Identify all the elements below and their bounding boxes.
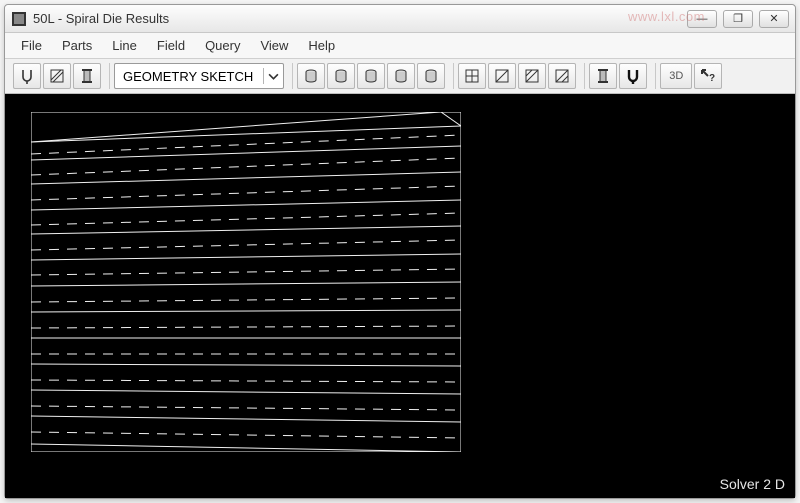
context-help-icon[interactable]: ?	[694, 63, 722, 89]
menu-bar: File Parts Line Field Query View Help	[5, 33, 795, 59]
menu-parts[interactable]: Parts	[54, 36, 100, 55]
three-d-button[interactable]: 3D	[660, 63, 692, 89]
tool-hatch-box-icon[interactable]	[43, 63, 71, 89]
cylinder-3-icon[interactable]	[357, 63, 385, 89]
svg-text:?: ?	[709, 73, 715, 84]
restore-button[interactable]: ❐	[723, 10, 753, 28]
close-button[interactable]: ✕	[759, 10, 789, 28]
window-title: 50L - Spiral Die Results	[33, 11, 687, 26]
grid-slash-2-icon[interactable]	[518, 63, 546, 89]
chevron-down-icon	[263, 68, 279, 84]
watermark-text: www.lxl.com	[628, 9, 705, 24]
view-mode-combo-label: GEOMETRY SKETCH	[123, 69, 253, 84]
tool-group-grid	[453, 63, 580, 89]
grid-slash-1-icon[interactable]	[488, 63, 516, 89]
app-icon	[11, 11, 27, 27]
tuning-fork-bold-icon[interactable]	[619, 63, 647, 89]
menu-line[interactable]: Line	[104, 36, 145, 55]
toolbar: GEOMETRY SKETCH 3D ?	[5, 59, 795, 94]
app-window: www.lxl.com 50L - Spiral Die Results — ❐…	[4, 4, 796, 499]
menu-query[interactable]: Query	[197, 36, 248, 55]
tool-column-icon[interactable]	[73, 63, 101, 89]
menu-view[interactable]: View	[252, 36, 296, 55]
tool-tuning-fork-icon[interactable]	[13, 63, 41, 89]
tool-group-combo: GEOMETRY SKETCH	[109, 63, 288, 89]
menu-help[interactable]: Help	[300, 36, 343, 55]
viewport-canvas[interactable]: Solver 2 D	[5, 94, 795, 498]
tool-group-cylinders	[292, 63, 449, 89]
menu-file[interactable]: File	[13, 36, 50, 55]
column-2-icon[interactable]	[589, 63, 617, 89]
tool-group-left	[13, 63, 105, 89]
grid-plain-icon[interactable]	[458, 63, 486, 89]
cylinder-2-icon[interactable]	[327, 63, 355, 89]
tool-group-right: 3D ?	[655, 63, 726, 89]
solver-status-label: Solver 2 D	[720, 476, 785, 492]
geometry-sketch	[31, 112, 461, 452]
view-mode-combo[interactable]: GEOMETRY SKETCH	[114, 63, 284, 89]
grid-slash-3-icon[interactable]	[548, 63, 576, 89]
cylinder-1-icon[interactable]	[297, 63, 325, 89]
cylinder-5-icon[interactable]	[417, 63, 445, 89]
cylinder-4-icon[interactable]	[387, 63, 415, 89]
tool-group-misc	[584, 63, 651, 89]
menu-field[interactable]: Field	[149, 36, 193, 55]
